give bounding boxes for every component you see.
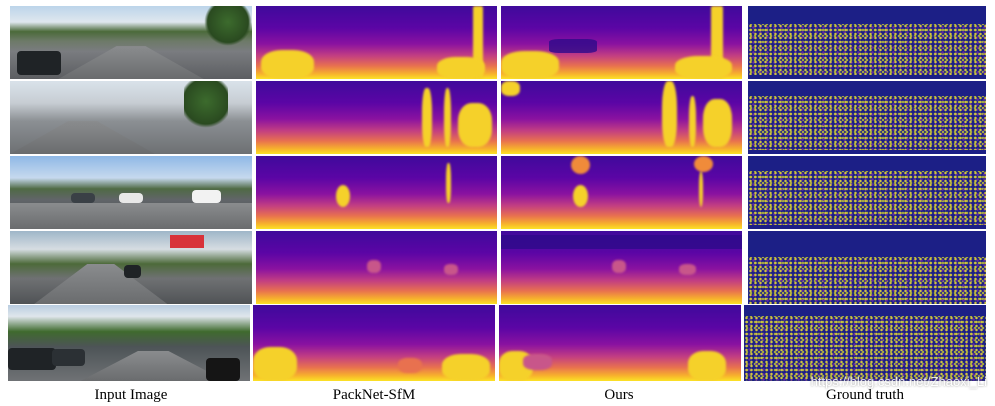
input-image-row5 bbox=[8, 305, 250, 381]
lidar-points bbox=[748, 24, 986, 76]
pedestrians bbox=[458, 102, 493, 147]
near-object bbox=[674, 55, 733, 79]
ours-depth-row3 bbox=[501, 156, 742, 229]
pole bbox=[443, 88, 452, 147]
packnet-depth-row4 bbox=[256, 231, 497, 304]
packnet-depth-row1 bbox=[256, 6, 497, 79]
road bbox=[80, 350, 226, 381]
road bbox=[10, 203, 252, 229]
far-region bbox=[549, 38, 598, 54]
packnet-depth-row3 bbox=[256, 156, 497, 229]
near-object bbox=[398, 358, 423, 374]
caption-input-image: Input Image bbox=[94, 387, 168, 403]
tree bbox=[203, 6, 252, 47]
pole bbox=[446, 163, 452, 204]
billboard bbox=[169, 234, 204, 248]
ours-depth-row5 bbox=[499, 305, 741, 381]
road bbox=[58, 46, 204, 79]
car bbox=[191, 190, 221, 204]
packnet-depth-row5 bbox=[253, 305, 495, 381]
input-image-row3 bbox=[10, 156, 252, 229]
car bbox=[70, 192, 95, 204]
lidar-points bbox=[748, 256, 986, 304]
car bbox=[123, 265, 141, 279]
pole bbox=[472, 6, 483, 79]
watermark: https://blog.csdn.net/Zhaoxi_Li bbox=[810, 374, 987, 389]
ours-depth-row2 bbox=[501, 81, 742, 154]
input-image-row1 bbox=[10, 6, 252, 79]
traffic-light bbox=[335, 185, 350, 208]
ours-depth-row4 bbox=[501, 231, 742, 304]
near-object bbox=[260, 49, 314, 79]
bridge bbox=[501, 234, 742, 250]
lidar-points bbox=[748, 170, 986, 226]
road bbox=[34, 263, 168, 304]
ground-truth-row1 bbox=[748, 6, 986, 79]
pedestrians bbox=[703, 99, 733, 147]
parked-car bbox=[8, 348, 57, 370]
traffic-light bbox=[693, 156, 714, 173]
pole bbox=[688, 95, 697, 147]
ground-truth-row3 bbox=[748, 156, 986, 229]
caption-packnet-sfm: PackNet-SfM bbox=[332, 387, 416, 403]
near-object bbox=[679, 263, 697, 275]
traffic-light bbox=[573, 185, 588, 208]
ground-truth-row4 bbox=[748, 231, 986, 304]
ours-depth-row1 bbox=[501, 6, 742, 79]
near-object bbox=[501, 81, 521, 96]
tree bbox=[184, 81, 228, 133]
input-image-row2 bbox=[10, 81, 252, 154]
pole bbox=[662, 81, 677, 147]
road bbox=[10, 121, 156, 154]
pole bbox=[698, 170, 704, 208]
near-object bbox=[253, 346, 297, 381]
lidar-points bbox=[744, 316, 986, 381]
near-object bbox=[523, 354, 553, 370]
near-object bbox=[443, 263, 459, 275]
near-object bbox=[611, 260, 627, 274]
near-object bbox=[687, 350, 727, 381]
near-object bbox=[441, 354, 491, 381]
packnet-depth-row2 bbox=[256, 81, 497, 154]
near-object bbox=[501, 51, 559, 79]
near-object bbox=[366, 260, 382, 274]
ground-truth-row5 bbox=[744, 305, 986, 381]
lidar-points bbox=[748, 95, 986, 151]
input-image-row4 bbox=[10, 231, 252, 304]
caption-ground-truth: Ground truth bbox=[826, 387, 904, 403]
near-object bbox=[436, 57, 485, 79]
motorcycle bbox=[206, 358, 241, 381]
pole bbox=[422, 88, 432, 147]
traffic-light bbox=[570, 156, 591, 175]
ground-truth-row2 bbox=[748, 81, 986, 154]
parked-car bbox=[51, 349, 86, 366]
parked-car bbox=[17, 50, 61, 76]
caption-ours: Ours bbox=[604, 387, 634, 403]
car bbox=[118, 192, 144, 204]
